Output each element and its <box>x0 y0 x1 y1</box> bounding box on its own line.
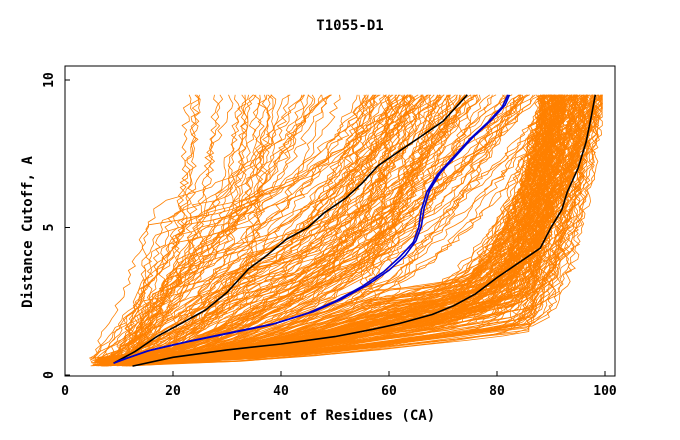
model-curve <box>95 94 554 361</box>
x-tick-label: 0 <box>61 384 69 399</box>
model-curve <box>126 94 472 358</box>
model-curve <box>108 94 549 359</box>
x-axis-label: Percent of Residues (CA) <box>233 408 435 424</box>
model-curve <box>130 94 583 361</box>
model-curve <box>109 94 241 362</box>
model-curve <box>131 94 247 366</box>
model-curve <box>92 94 391 365</box>
model-curve <box>104 94 451 362</box>
highlight-curve-0 <box>132 94 597 367</box>
model-curve <box>98 94 401 359</box>
model-curve <box>124 94 254 365</box>
model-curve <box>131 94 219 362</box>
model-curve <box>111 94 477 366</box>
highlighted-model-curves <box>113 94 597 367</box>
model-curve <box>105 94 525 362</box>
model-curve <box>135 94 424 359</box>
model-curve <box>121 94 374 367</box>
model-curve <box>108 94 585 362</box>
model-curve <box>102 94 466 359</box>
model-curve <box>120 94 520 366</box>
model-curve <box>129 94 542 361</box>
model-curve <box>122 94 548 364</box>
model-curve <box>121 94 377 359</box>
model-curve <box>116 94 460 359</box>
model-curve <box>89 94 332 359</box>
model-curve <box>110 94 412 364</box>
x-tick-label: 60 <box>381 384 397 399</box>
y-tick-label: 0 <box>42 371 57 379</box>
highlight-curve-3 <box>116 94 511 363</box>
model-curve <box>121 94 331 366</box>
model-curve <box>128 94 513 359</box>
model-curve <box>133 94 201 360</box>
y-axis-ticks: 0 5 10 <box>42 72 70 379</box>
background-model-curves <box>89 94 603 367</box>
model-curve <box>138 94 546 360</box>
model-curve <box>96 94 200 367</box>
model-curve <box>120 94 412 363</box>
model-curve <box>101 94 497 363</box>
model-curve <box>122 94 291 361</box>
model-curve <box>137 94 572 364</box>
y-tick-label: 10 <box>42 72 57 88</box>
model-curve <box>92 94 576 366</box>
model-curve <box>104 94 314 365</box>
model-curve <box>121 94 413 359</box>
model-curve <box>134 94 412 365</box>
model-curve <box>103 94 268 365</box>
model-curve <box>90 94 316 361</box>
x-tick-label: 80 <box>489 384 505 399</box>
plot-frame <box>64 65 616 377</box>
model-curve <box>111 94 303 360</box>
model-curve <box>128 94 423 364</box>
model-curve <box>126 94 419 365</box>
model-curve <box>117 94 391 360</box>
model-curve <box>120 94 573 365</box>
model-curve <box>128 94 603 360</box>
y-tick-label: 5 <box>42 224 57 232</box>
model-curve <box>106 94 376 367</box>
model-curve <box>134 94 262 361</box>
model-curve <box>123 94 552 360</box>
model-curve <box>96 94 248 367</box>
model-curve <box>116 94 555 361</box>
x-tick-label: 20 <box>165 384 181 399</box>
x-tick-label: 40 <box>273 384 289 399</box>
model-curve <box>97 94 523 361</box>
model-curve <box>112 94 561 359</box>
highlight-curve-1 <box>113 94 468 364</box>
model-curve <box>135 94 440 360</box>
y-axis-label: Distance Cutoff, A <box>20 156 36 308</box>
model-curve <box>124 94 577 360</box>
model-curve <box>95 94 596 363</box>
model-curve <box>100 94 578 366</box>
model-curve <box>92 94 409 366</box>
model-curve <box>100 94 603 366</box>
model-curve <box>100 94 554 367</box>
model-curve <box>122 94 309 364</box>
model-curve <box>117 94 200 363</box>
model-curve <box>97 94 555 364</box>
model-curve <box>102 94 603 362</box>
model-curve <box>122 94 572 364</box>
model-curve <box>95 94 523 363</box>
model-curve <box>132 94 428 358</box>
model-curve <box>115 94 595 363</box>
x-axis-ticks: 0 20 40 60 80 100 <box>61 371 617 399</box>
x-tick-label: 100 <box>593 384 617 399</box>
model-curve <box>127 94 521 363</box>
model-curve <box>128 94 323 360</box>
model-curve <box>96 94 406 361</box>
model-curve <box>126 94 478 366</box>
model-curve <box>114 94 234 365</box>
model-curve <box>102 94 398 359</box>
model-curve <box>127 94 224 362</box>
chart-title: T1055-D1 <box>316 18 383 34</box>
